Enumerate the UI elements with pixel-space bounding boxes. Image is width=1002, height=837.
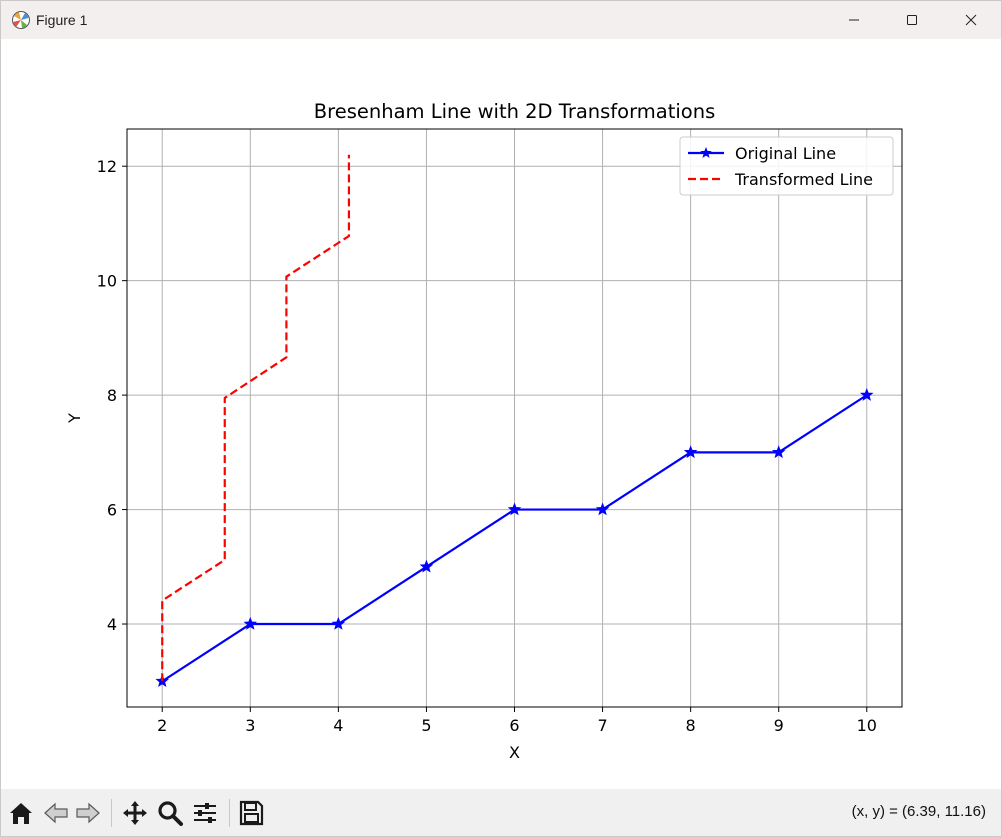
data-point [595, 502, 610, 516]
y-tick-label: 10 [97, 272, 117, 291]
pan-button[interactable] [119, 797, 151, 829]
close-icon [965, 14, 977, 26]
window-title: Figure 1 [36, 12, 88, 28]
maximize-button[interactable] [883, 1, 941, 39]
back-button[interactable] [40, 797, 72, 829]
legend: Original Line Transformed Line [679, 136, 894, 196]
y-tick-label: 8 [107, 386, 117, 405]
y-tick-label: 6 [107, 501, 117, 520]
x-tick-label: 6 [509, 716, 519, 735]
data-point [507, 502, 522, 516]
minimize-button[interactable] [825, 1, 883, 39]
zoom-button[interactable] [154, 797, 186, 829]
title-bar: Figure 1 [1, 1, 1001, 39]
x-tick-label: 3 [245, 716, 255, 735]
y-tick-label: 12 [97, 157, 117, 176]
x-tick-label: 5 [421, 716, 431, 735]
x-tick-label: 4 [333, 716, 343, 735]
configure-subplots-icon [194, 803, 216, 823]
maximize-icon [907, 15, 917, 25]
navigation-toolbar: (x, y) = (6.39, 11.16) [1, 789, 1001, 836]
x-tick-label: 10 [857, 716, 877, 735]
series-line-2 [161, 154, 351, 682]
chart-title: Bresenham Line with 2D Transformations [314, 100, 715, 123]
legend-label: Original Line [735, 144, 836, 163]
x-tick-label: 8 [686, 716, 696, 735]
close-button[interactable] [942, 1, 1000, 39]
cursor-coordinates: (x, y) = (6.39, 11.16) [851, 803, 986, 820]
matplotlib-app-icon [11, 10, 31, 30]
data-point [860, 388, 874, 401]
home-icon [10, 803, 32, 824]
zoom-icon [158, 801, 183, 826]
configure-subplots-button[interactable] [189, 797, 221, 829]
back-arrow-icon [44, 802, 68, 824]
figure-canvas[interactable]: 2 3 4 5 6 7 8 9 10 4 6 8 10 12 Bresenham Line with 2D … [1, 39, 1001, 789]
axes-frame [126, 128, 903, 708]
minimize-icon [849, 19, 859, 21]
x-axis-label: X [509, 743, 520, 762]
y-tick-label: 4 [107, 615, 117, 634]
home-button[interactable] [5, 797, 37, 829]
legend-frame [679, 136, 894, 196]
data-point [683, 445, 698, 459]
pan-icon [123, 801, 147, 825]
legend-marker [700, 147, 712, 158]
toolbar-separator [111, 799, 112, 827]
data-point [419, 559, 434, 573]
legend-label: Transformed Line [734, 170, 873, 189]
save-icon [239, 800, 264, 826]
x-tick-label: 2 [157, 716, 167, 735]
toolbar-separator [229, 799, 230, 827]
line-chart: 2 3 4 5 6 7 8 9 10 4 6 8 10 12 Bresenham Line with 2D … [65, 100, 903, 762]
save-button[interactable] [235, 797, 267, 829]
forward-arrow-icon [76, 802, 100, 824]
x-tick-label: 9 [774, 716, 784, 735]
forward-button[interactable] [72, 797, 104, 829]
data-point [771, 445, 786, 459]
data-point [243, 616, 258, 630]
y-axis-label: Y [65, 413, 84, 424]
x-tick-label: 7 [597, 716, 607, 735]
data-point [331, 616, 346, 630]
